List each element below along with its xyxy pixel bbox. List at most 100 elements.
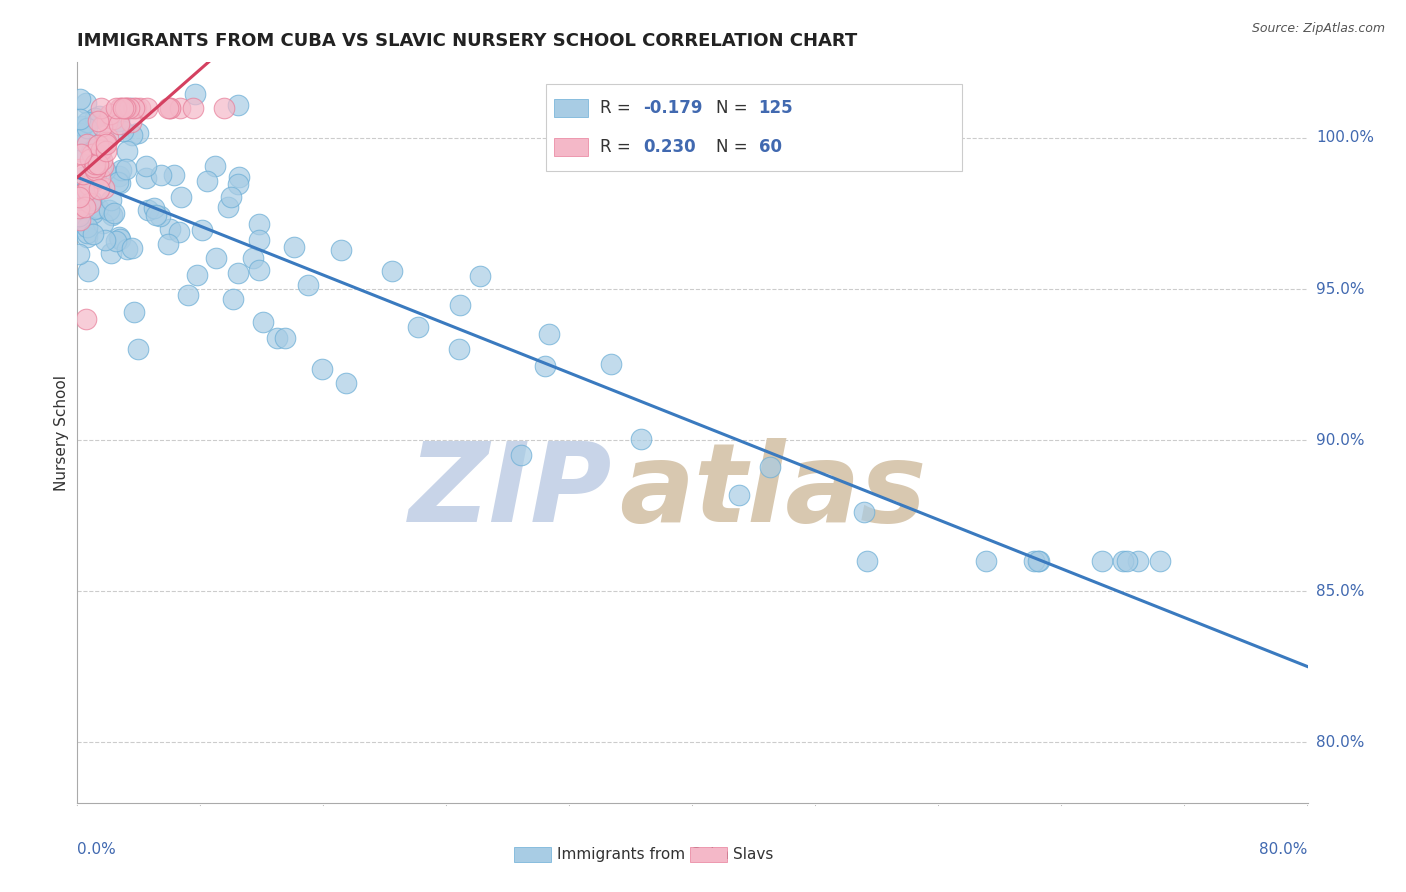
Point (76, 220, 98, 235)
Text: 95.0%: 95.0% (1316, 282, 1364, 296)
Point (89, 143, 111, 157)
Point (75, 312, 97, 326)
Point (105, 101, 128, 115)
Text: atlas: atlas (619, 438, 927, 545)
Point (76, 115, 98, 129)
Point (73, 200, 96, 214)
Point (100, 246, 122, 260)
Point (117, 242, 139, 256)
Text: 0.0%: 0.0% (77, 842, 117, 856)
Point (87, 109, 110, 123)
Point (107, 117, 129, 131)
Point (219, 189, 242, 203)
Point (82, 206, 104, 220)
Point (82, 167, 104, 181)
Point (72, 167, 94, 181)
Point (69, 161, 91, 176)
Point (112, 101, 135, 115)
Point (107, 175, 129, 189)
Point (83, 142, 105, 156)
Point (69, 212, 91, 227)
Point (72, 169, 94, 184)
Point (80, 193, 103, 207)
Point (70, 147, 93, 161)
Point (509, 448, 531, 462)
Text: Slavs: Slavs (733, 847, 773, 863)
Point (112, 124, 135, 138)
Point (84, 163, 107, 178)
Point (162, 169, 184, 183)
Point (76, 230, 98, 244)
Point (80, 147, 103, 161)
Point (159, 101, 181, 115)
Point (449, 298, 471, 312)
Point (115, 101, 138, 115)
Point (853, 505, 876, 519)
Point (69, 126, 91, 140)
Text: R =: R = (600, 138, 636, 156)
Point (76, 120, 98, 135)
Point (537, 326, 560, 341)
Point (124, 101, 146, 115)
Point (97, 202, 120, 217)
Point (110, 162, 132, 177)
Point (83, 169, 105, 184)
Point (93, 136, 115, 151)
Point (91, 159, 114, 173)
Text: N =: N = (716, 138, 752, 156)
Point (75, 193, 97, 207)
Point (136, 202, 159, 217)
Point (79, 195, 101, 210)
Point (177, 288, 200, 302)
Point (195, 174, 218, 188)
Point (87, 157, 110, 171)
Point (205, 252, 228, 266)
Point (728, 487, 751, 501)
Point (226, 177, 249, 191)
Point (97, 130, 120, 145)
Point (222, 292, 245, 306)
Point (121, 241, 143, 255)
Point (80, 145, 103, 159)
Point (84, 157, 107, 171)
Point (96, 115, 118, 129)
Point (228, 170, 250, 185)
Point (76, 226, 98, 240)
Point (1149, 554, 1171, 568)
Point (247, 217, 270, 231)
Point (1028, 554, 1050, 568)
Text: 125: 125 (759, 99, 793, 117)
Point (212, 101, 235, 115)
Point (157, 101, 180, 115)
Point (101, 112, 124, 126)
Point (82, 175, 104, 189)
Point (75, 96, 97, 111)
Text: N =: N = (716, 99, 752, 117)
Point (82, 227, 104, 242)
Point (381, 264, 404, 278)
Point (94, 144, 117, 158)
Point (107, 229, 129, 244)
Text: 80.0%: 80.0% (1316, 735, 1364, 750)
Point (149, 209, 172, 223)
Bar (554, 99, 588, 117)
Bar (690, 847, 727, 862)
Point (470, 269, 492, 284)
Point (70, 186, 93, 201)
Point (297, 277, 319, 292)
Point (67, 209, 90, 223)
Point (266, 331, 288, 345)
Point (75, 186, 97, 201)
Point (69, 112, 91, 126)
Point (122, 101, 145, 115)
Point (83, 160, 105, 174)
Bar (515, 847, 551, 862)
Point (228, 266, 250, 280)
Point (135, 159, 157, 173)
Point (100, 208, 122, 222)
Point (114, 101, 136, 115)
Point (118, 101, 141, 115)
Text: IMMIGRANTS FROM CUBA VS SLAVIC NURSERY SCHOOL CORRELATION CHART: IMMIGRANTS FROM CUBA VS SLAVIC NURSERY S… (77, 32, 858, 50)
Point (84, 167, 107, 181)
Point (759, 460, 782, 475)
